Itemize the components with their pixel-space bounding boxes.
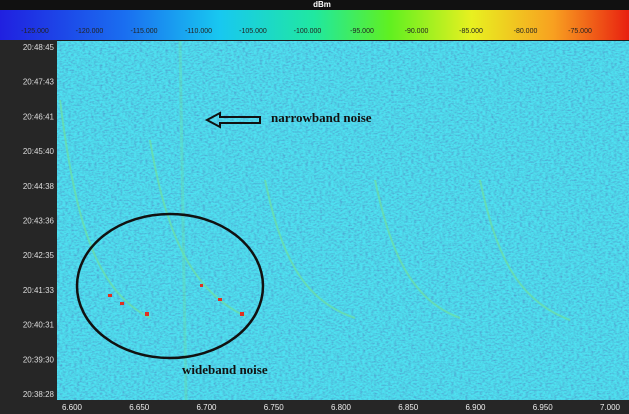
narrowband-annotation: narrowband noise <box>271 110 372 125</box>
time-label: 20:48:45 <box>23 43 55 52</box>
colorbar-tick-label: -80.000 <box>514 28 538 35</box>
time-label: 20:38:28 <box>23 390 55 399</box>
time-label: 20:46:41 <box>23 112 55 121</box>
frequency-label: 6.850 <box>398 403 419 412</box>
time-label: 20:45:40 <box>23 147 55 156</box>
frequency-label: 6.950 <box>533 403 554 412</box>
colorbar-tick-label: -75.000 <box>568 28 592 35</box>
colorbar <box>0 10 629 40</box>
colorbar-title: dBm <box>313 0 331 9</box>
frequency-label: 6.900 <box>465 403 486 412</box>
colorbar-tick-label: -125.000 <box>21 28 49 35</box>
frequency-label: 6.800 <box>331 403 352 412</box>
colorbar-tick-label: -85.000 <box>459 28 483 35</box>
colorbar-tick-label: -115.000 <box>130 28 157 35</box>
time-label: 20:43:36 <box>23 217 55 226</box>
spectrogram-noise <box>57 41 629 400</box>
frequency-label: 6.700 <box>196 403 217 412</box>
time-label: 20:42:35 <box>23 251 55 260</box>
waterfall-screen: dBm -125.000 -120.000 -115.000 -110.000 -105… <box>0 0 629 414</box>
frequency-labels: 6.600 6.650 6.700 6.750 6.800 6.850 6.900 6.950… <box>62 403 621 412</box>
time-label: 20:47:43 <box>23 78 55 87</box>
frequency-label: 6.600 <box>62 403 83 412</box>
time-label: 20:39:30 <box>23 355 55 364</box>
time-label: 20:41:33 <box>23 286 55 295</box>
wideband-annotation: wideband noise <box>182 362 268 377</box>
frequency-label: 7.000 <box>600 403 621 412</box>
frequency-label: 6.750 <box>264 403 285 412</box>
time-label: 20:44:38 <box>23 182 55 191</box>
colorbar-tick-label: -100.000 <box>294 28 322 35</box>
colorbar-tick-label: -105.000 <box>239 28 267 35</box>
colorbar-tick-label: -120.000 <box>76 28 104 35</box>
colorbar-tick-label: -110.000 <box>185 28 212 35</box>
frequency-label: 6.650 <box>129 403 150 412</box>
time-label: 20:40:31 <box>23 321 55 330</box>
colorbar-tick-label: -90.000 <box>405 28 429 35</box>
colorbar-tick-label: -95.000 <box>350 28 374 35</box>
